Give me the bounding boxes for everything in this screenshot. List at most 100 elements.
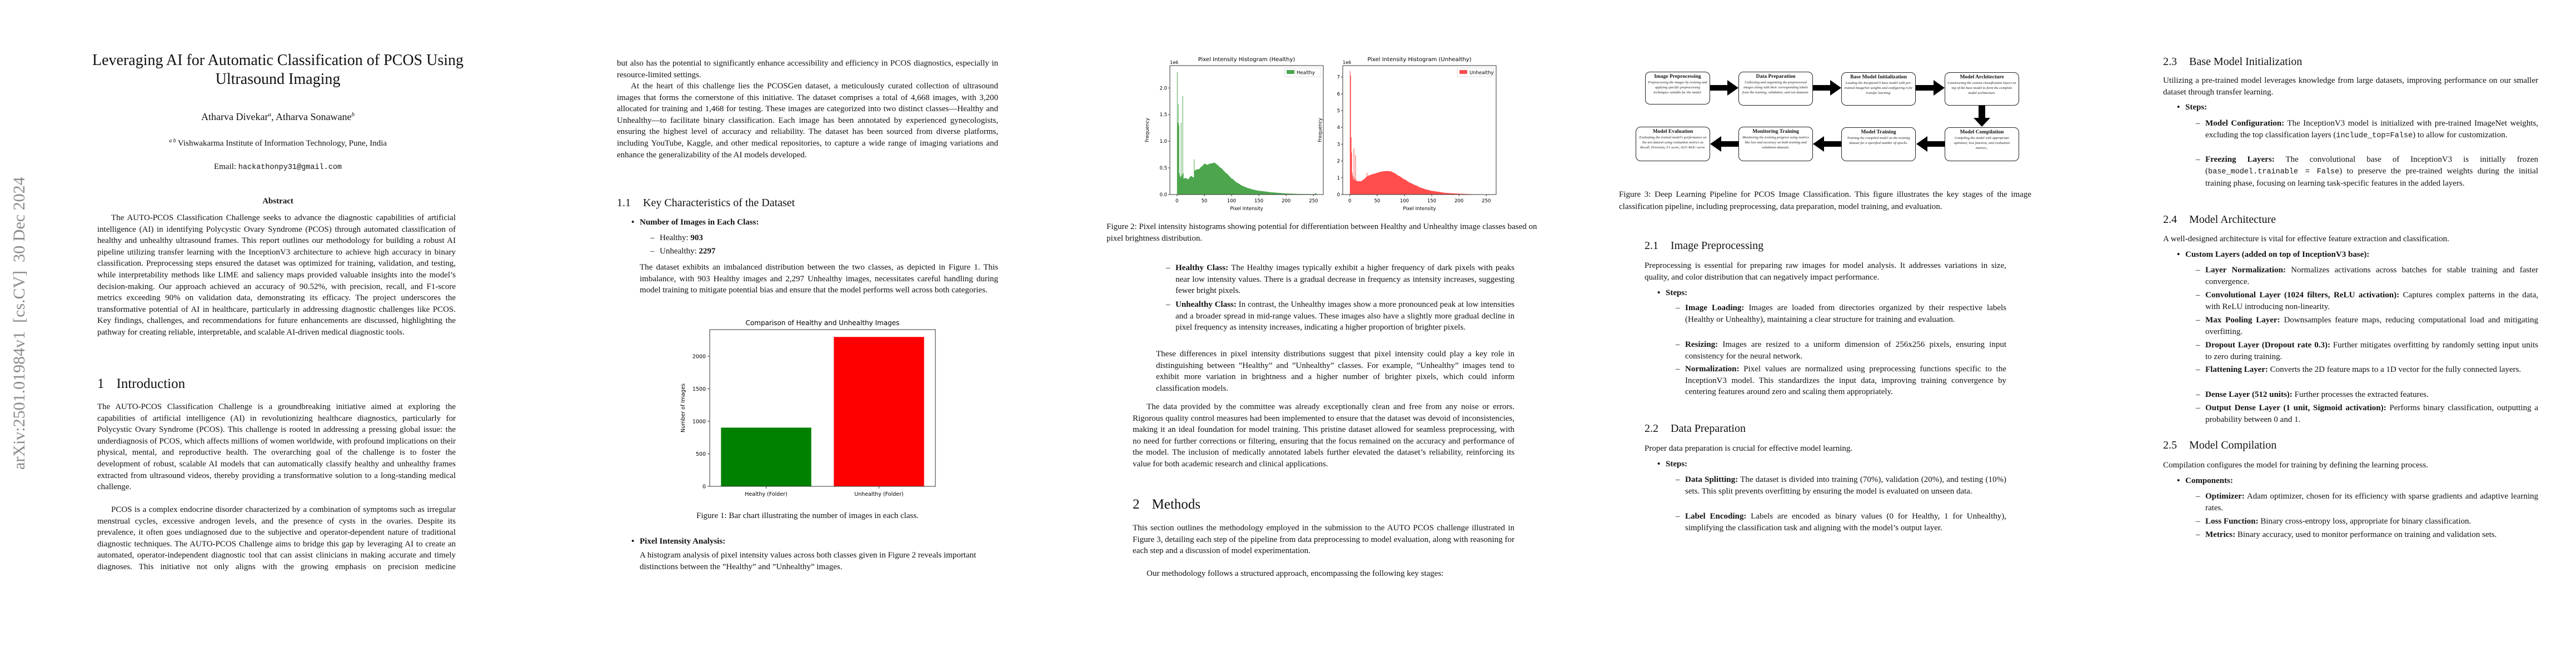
item-lead: Freezing Layers: [2205,155,2275,164]
section-title: Methods [1152,497,1201,512]
step-description: Monitoring the training progress using m… [1742,136,1810,150]
y-tick-label: 0.0 [1159,192,1167,198]
subsection-heading-data-preparation: 2.2 Data Preparation [1645,422,1746,435]
step-item: – Resizing: Images are resized to a unifo… [1676,339,2006,362]
item-text: Images are resized to a uniform dimensio… [1685,340,2006,361]
item-text: Adam optimizer, chosen for its efficienc… [2205,492,2538,512]
x-tick-label: 50 [1201,198,1207,204]
item-text: The Healthy images typically exhibit a h… [1175,263,1515,296]
section-number: 2 [1133,497,1140,512]
item-lead: Normalization: [1685,365,1740,374]
bullet-icon: • [1657,288,1661,297]
subsection-heading-model-architecture: 2.4 Model Architecture [2163,213,2276,226]
class-count: 903 [690,233,703,242]
email-address[interactable]: hackathonpy31@gmail.com [238,163,342,172]
bullet-label: Steps: [1666,288,1688,297]
step-description: Loading the InceptionV3 base model with … [1844,81,1913,95]
step-item: – Data Splitting: The dataset is divided … [1676,474,2006,497]
legend-label: Healthy [1297,71,1315,76]
x-tick-label: Healthy (Folder) [745,491,788,497]
subsection-number: 1.1 [617,197,631,209]
step-title: Model Architecture [1960,74,2004,80]
bullet-item: • Number of Images in Each Class: [631,217,759,228]
item-lead: Healthy Class: [1175,263,1229,272]
bullet-icon: • [2177,476,2180,485]
step-title: Model Evaluation [1652,129,1693,135]
y-axis-label: Frequency [1145,118,1150,142]
bullet-icon: • [631,537,635,546]
arrow-right-icon [1710,80,1738,96]
item-text: Converts the 2D feature maps to a 1D vec… [2270,365,2522,374]
item-text: Binary accuracy, used to monitor perform… [2237,530,2497,539]
y-offset-label: 1e6 [1170,60,1178,65]
affiliation-text: Vishwakarma Institute of Information Tec… [178,139,387,148]
bullet-item: • Steps: [1657,459,1688,470]
step-item: – Normalization: Pixel values are normali… [1676,364,2006,398]
author-name: Atharva Sonawane [276,111,352,122]
subsection-number: 2.1 [1645,240,1658,252]
dash-icon: – [1676,475,1680,484]
step-title: Monitoring Training [1752,129,1799,135]
dash-icon: – [1166,263,1170,272]
subsection-number: 2.5 [2163,439,2177,451]
section-number: 1 [97,376,104,391]
list-item: – Dropout Layer (Dropout rate 0.3): Furth… [2196,340,2538,362]
author-list: Atharva Divekara, Atharva Sonawaneb [83,111,472,123]
dash-icon: – [1676,340,1680,349]
step-description: Compiling the model with appropriate opt… [1954,136,2010,150]
dash-icon: – [2196,390,2200,399]
bullet-label: Number of Images in Each Class: [640,218,759,227]
item-text: Downsamples feature maps, reducing compu… [2205,316,2538,336]
bar [721,427,811,486]
abstract-text: The AUTO-PCOS Classification Challenge s… [97,213,456,337]
item-text: ) to preserve the pre-trained weights du… [2205,166,2538,188]
bullet-item: • Custom Layers (added on top of Inceptio… [2177,249,2369,261]
legend-swatch [1287,70,1294,74]
dash-icon: – [2196,266,2200,275]
subsection-title: Data Preparation [1671,422,1746,435]
pipeline-step-model-compilation: Model Compilation Compiling the model wit… [1945,127,2019,161]
intro-paragraph: The AUTO-PCOS Classification Challenge i… [97,402,456,492]
bullet-label: Steps: [2185,103,2208,112]
bullet-label: Components: [2185,476,2233,485]
subsection-number: 2.4 [2163,213,2177,226]
dash-icon: – [1676,512,1680,521]
step-item: – Label Encoding: Labels are encoded as b… [1676,511,2006,534]
x-tick-label: 150 [1254,198,1263,204]
pipeline-step-monitoring-training: Monitoring Training Monitoring the traini… [1738,127,1813,161]
subsection-heading-base-model: 2.3 Base Model Initialization [2163,56,2302,68]
bar-chart-figure-1: Comparison of Healthy and Unhealthy Imag… [680,319,936,497]
subsection-title: Key Characteristics of the Dataset [643,197,795,209]
author-affiliation-mark: b [351,111,355,118]
subsection-title: Image Preprocessing [1671,240,1764,252]
list-item: – Flattening Layer: Converts the 2D featu… [2196,364,2538,376]
arrow-right-icon [1916,80,1945,96]
subsection-heading-dataset: 1.1 Key Characteristics of the Dataset [617,197,795,210]
intro-paragraph-continued: but also has the potential to significan… [617,59,998,79]
paper-title: Leveraging AI for Automatic Classificati… [92,52,464,88]
y-tick-label: 1 [1337,176,1340,181]
dash-icon: – [2196,155,2200,164]
bar [834,337,924,486]
y-tick-label: 0.5 [1159,166,1167,171]
methods-paragraph: This section outlines the methodology em… [1133,524,1514,556]
legend-label: Unhealthy [1469,71,1494,76]
bullet-label: Steps: [1666,460,1688,469]
subsection-number: 2.3 [2163,56,2177,68]
figure-1-caption: Figure 1: Bar chart illustrating the num… [696,511,919,520]
chart-title: Pixel Intensity Histogram (Unhealthy) [1367,57,1471,63]
item-text: Further mitigates overfitting by randoml… [2205,341,2538,361]
bullet-icon: • [2177,250,2180,259]
bullet-label: Pixel Intensity Analysis: [640,537,726,546]
methods-paragraph: Our methodology follows a structured app… [1147,569,1444,578]
healthy-class-item: – Healthy Class: The Healthy images typic… [1166,262,1515,297]
differences-paragraph: These differences in pixel intensity dis… [1156,350,1514,393]
dash-icon: – [2196,316,2200,325]
section-title: Introduction [116,376,186,391]
dash-icon: – [2196,341,2200,350]
data-quality-paragraph: The data provided by the committee was a… [1133,402,1514,469]
class-count-unhealthy: – Unhealthy: 2297 [650,246,715,257]
y-offset-label: 1e6 [1343,60,1351,65]
dash-icon: – [2196,517,2200,526]
class-count-healthy: – Healthy: 903 [650,232,703,244]
